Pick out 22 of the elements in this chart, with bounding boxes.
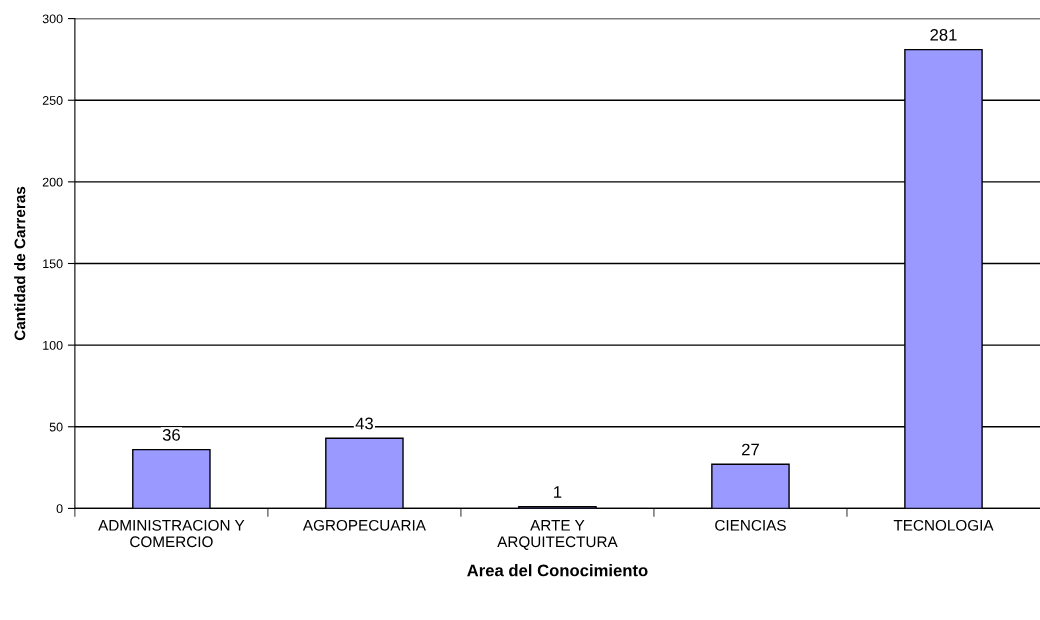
bar	[711, 463, 790, 509]
data-label: 1	[554, 486, 562, 498]
data-label: 27	[742, 443, 759, 456]
y-tick-label: 200	[42, 177, 63, 187]
data-label: 281	[930, 28, 957, 41]
x-tick-label: ADMINISTRACION Y COMERCIO	[98, 519, 245, 548]
y-tick-label: 300	[42, 14, 63, 24]
y-tick-label: 250	[42, 96, 63, 105]
bar	[132, 448, 211, 509]
data-label: 43	[355, 417, 373, 430]
x-tick-label: AGROPECUARIA	[302, 519, 426, 531]
y-tick-label: 0	[56, 504, 63, 514]
x-axis-title: Area del Conocimiento	[467, 564, 648, 577]
bar	[325, 437, 404, 509]
y-axis-title: Cantidad de Carreras	[14, 186, 26, 341]
y-tick-label: 150	[43, 259, 63, 269]
y-tick-label: 100	[43, 340, 63, 350]
y-tick-label: 50	[49, 422, 63, 432]
x-tick-label: TECNOLOGIA	[893, 519, 994, 531]
data-label: 36	[162, 428, 180, 441]
x-tick-label: CIENCIAS	[715, 519, 786, 531]
x-tick-label: ARTE Y ARQUITECTURA	[497, 520, 618, 550]
